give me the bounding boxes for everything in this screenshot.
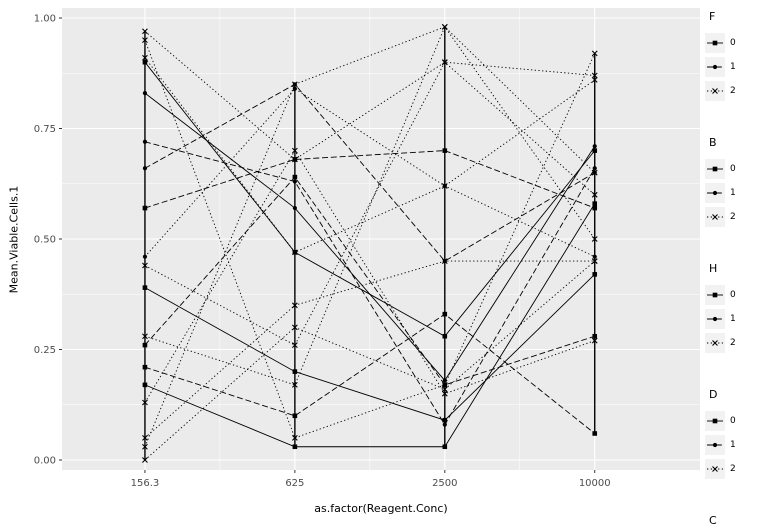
series-line <box>144 203 596 448</box>
legend-title: F <box>709 10 716 23</box>
legend: F 0 1 2 B 0 1 2 H 0 1 2 D 0 1 2 C012 <box>705 10 759 529</box>
legend-entry-label: 2 <box>730 338 736 348</box>
legend-key <box>705 435 725 455</box>
legend-title: H <box>709 262 718 275</box>
legend-entry-label: 1 <box>730 188 736 198</box>
legend-entry: 0 <box>705 409 759 433</box>
y-tick-label: 0.00 <box>34 456 56 467</box>
legend-entry-label: 2 <box>730 212 736 222</box>
series-line <box>144 260 595 439</box>
legend-key <box>705 183 725 203</box>
legend-entry: 0 <box>705 283 759 307</box>
legend-group-h: H 0 1 2 <box>705 262 759 355</box>
legend-group-b: B 0 1 2 <box>705 136 759 229</box>
y-tick-label: 0.25 <box>34 345 56 356</box>
legend-key <box>705 207 725 227</box>
legend-entry: 2 <box>705 331 759 355</box>
legend-entry: 1 <box>705 55 759 79</box>
category-range-bars <box>144 26 596 460</box>
legend-key <box>705 459 725 479</box>
legend-entry: 2 <box>705 457 759 481</box>
legend-entry: 1 <box>705 433 759 457</box>
legend-title: D <box>709 388 718 401</box>
series-line <box>144 150 595 209</box>
legend-key <box>705 57 725 77</box>
legend-entry-label: 1 <box>730 314 736 324</box>
series-line <box>144 260 596 461</box>
y-tick-label: 0.50 <box>34 235 56 246</box>
legend-key <box>705 309 725 329</box>
legend-entry-label: 0 <box>730 416 736 426</box>
series-line <box>144 274 596 421</box>
legend-entry-label: 0 <box>730 38 736 48</box>
legend-entry-label: 2 <box>730 86 736 96</box>
series-line <box>144 313 596 434</box>
legend-key <box>705 411 725 431</box>
legend-entry-label: 1 <box>730 62 736 72</box>
legend-entry: 1 <box>705 307 759 331</box>
legend-group-d: D 0 1 2 <box>705 388 759 481</box>
series-points <box>142 23 598 463</box>
legend-entry: 0 <box>705 157 759 181</box>
series-line <box>144 26 596 386</box>
legend-key <box>705 285 725 305</box>
legend-entry-label: 2 <box>730 464 736 474</box>
legend-group-f: F 0 1 2 <box>705 10 759 103</box>
legend-key <box>705 81 725 101</box>
legend-entry-label: 0 <box>730 164 736 174</box>
legend-entry: 0 <box>705 31 759 55</box>
x-tick-label: 2500 <box>432 478 457 489</box>
x-axis-title: as.factor(Reagent.Conc) <box>314 502 448 515</box>
legend-entry: 1 <box>705 181 759 205</box>
series-line <box>144 92 596 382</box>
legend-entry-label: 0 <box>730 290 736 300</box>
y-axis-title: Mean.Viable.Cells.1 <box>7 185 21 294</box>
axes: 0.00 0.25 0.50 0.75 1.00 156.3 625 2500 10000 <box>34 14 611 490</box>
legend-key <box>705 159 725 179</box>
x-tick-label: 156.3 <box>131 478 160 489</box>
legend-title: B <box>709 136 717 149</box>
legend-entry: 2 <box>705 79 759 103</box>
legend-key <box>705 33 725 53</box>
series-line <box>144 176 595 386</box>
legend-title: C <box>709 514 717 527</box>
series-line <box>144 26 596 447</box>
y-tick-label: 1.00 <box>34 14 56 25</box>
legend-entry-label: 1 <box>730 440 736 450</box>
series-line <box>144 61 596 346</box>
series-line <box>144 57 595 253</box>
x-tick-label: 625 <box>285 478 304 489</box>
series-lines <box>144 26 596 461</box>
legend-group-c: C012 <box>705 514 759 529</box>
series-line <box>144 39 596 439</box>
y-tick-label: 0.75 <box>34 124 56 135</box>
legend-key <box>705 333 725 353</box>
legend-entry: 2 <box>705 205 759 229</box>
x-tick-label: 10000 <box>579 478 611 489</box>
